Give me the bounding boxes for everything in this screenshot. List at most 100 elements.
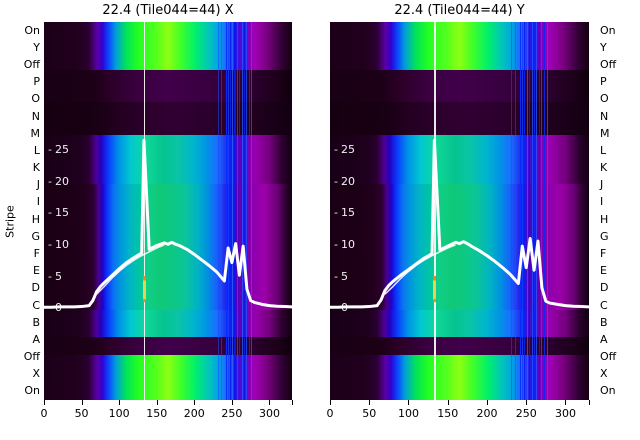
value-tick-label: -20 xyxy=(48,174,69,188)
heatmap-stripe xyxy=(239,22,241,400)
value-tick-label: -5 xyxy=(48,269,62,283)
spike-line xyxy=(434,22,436,400)
heatmap-stripe xyxy=(534,22,536,400)
category-tick-label: N xyxy=(600,109,609,123)
heatmap-stripe xyxy=(230,22,231,400)
value-tick-label: -10 xyxy=(334,237,355,251)
heatmap-stripe xyxy=(520,22,522,400)
category-tick-label: N xyxy=(31,109,40,123)
x-axis-tick xyxy=(408,400,410,405)
x-axis-tick-label: 200 xyxy=(476,407,498,420)
x-axis-tick xyxy=(81,400,83,405)
x-axis-tick xyxy=(44,400,45,405)
x-axis-tick-label: 50 xyxy=(74,407,89,420)
heatmap-stripe xyxy=(248,22,250,400)
category-tick-label: K xyxy=(600,161,608,175)
overlay-trace xyxy=(44,138,292,309)
category-tick-label: P xyxy=(600,75,607,89)
category-tick-label: Off xyxy=(600,350,617,364)
x-axis-tick-label: 100 xyxy=(397,407,419,420)
heatmap-band xyxy=(330,183,589,311)
category-tick-label: On xyxy=(24,384,40,398)
category-axis-left: On Y Off P O N M L K J I H G F E D C B A Off X On xyxy=(0,22,44,400)
x-axis-tick xyxy=(330,400,331,405)
x-axis-tick-label: 300 xyxy=(554,407,576,420)
category-tick-label: A xyxy=(600,332,608,346)
x-axis-tick-label: 250 xyxy=(221,407,243,420)
x-axis-tick xyxy=(447,400,449,405)
heatmap-stripe xyxy=(536,22,538,400)
heatmap-panel-y[interactable]: -25-20-15-10-5-0 xyxy=(330,22,589,400)
heatmap-band xyxy=(44,310,292,338)
heatmap-band xyxy=(330,355,589,400)
category-tick-label: G xyxy=(31,229,40,243)
heatmap-stripe xyxy=(234,22,236,400)
category-tick-label: B xyxy=(32,315,40,329)
heatmap-band xyxy=(330,102,589,136)
x-axis-tick xyxy=(292,400,293,405)
category-tick-label: O xyxy=(600,92,609,106)
category-tick-label: E xyxy=(33,264,40,278)
x-axis-right-panel: 0 50 100 150 200 250 300 xyxy=(327,400,590,440)
category-tick-label: F xyxy=(600,246,607,260)
value-tick-label: -5 xyxy=(334,269,348,283)
x-axis-tick xyxy=(119,400,121,405)
category-tick-label: O xyxy=(31,92,40,106)
category-tick-label: I xyxy=(600,195,604,209)
x-axis-tick xyxy=(486,400,488,405)
heatmap-band xyxy=(44,135,292,185)
category-tick-label: E xyxy=(600,264,607,278)
heatmap-stripe xyxy=(543,22,545,400)
category-tick-label: I xyxy=(36,195,40,209)
heatmap-band xyxy=(44,102,292,136)
x-axis-tick-label: 150 xyxy=(146,407,168,420)
heatmap-stripe xyxy=(541,22,543,400)
x-axis-tick xyxy=(269,400,271,405)
category-tick-label: K xyxy=(32,161,40,175)
category-tick-label: Off xyxy=(23,350,40,364)
x-axis-tick-label: 0 xyxy=(40,407,48,420)
category-tick-label: J xyxy=(36,178,40,192)
overlay-trace xyxy=(330,138,589,309)
heatmap-stripe xyxy=(546,22,548,400)
category-tick-label: D xyxy=(31,281,40,295)
heatmap-stripe xyxy=(236,22,238,400)
category-tick-label: H xyxy=(31,212,40,226)
x-axis-tick xyxy=(156,400,158,405)
heatmap-band xyxy=(330,70,589,103)
category-tick-label: L xyxy=(600,143,607,157)
x-axis-tick xyxy=(194,400,196,405)
x-axis-tick xyxy=(526,400,528,405)
heatmap-stripe xyxy=(217,22,219,400)
category-tick-label: X xyxy=(32,367,40,381)
spike-line xyxy=(143,22,146,400)
value-tick-label: -25 xyxy=(48,142,69,156)
category-tick-label: H xyxy=(600,212,609,226)
heatmap-band xyxy=(330,22,589,71)
category-tick-label: M xyxy=(600,126,610,140)
heatmap-stripe xyxy=(243,22,245,400)
heatmap-stripe xyxy=(226,22,228,400)
category-tick-label: P xyxy=(33,75,40,89)
category-tick-label: X xyxy=(600,367,608,381)
heatmap-stripe xyxy=(514,22,516,400)
category-tick-label: On xyxy=(24,23,40,37)
heatmap-stripe xyxy=(524,22,526,400)
category-tick-label: Y xyxy=(600,40,607,54)
category-tick-label: A xyxy=(32,332,40,346)
heatmap-band xyxy=(44,70,292,103)
category-tick-label: F xyxy=(33,246,40,260)
category-tick-label: B xyxy=(600,315,608,329)
orange-marker xyxy=(433,276,437,303)
x-axis-tick xyxy=(565,400,567,405)
value-tick-label: -15 xyxy=(48,206,69,220)
x-axis-tick xyxy=(231,400,233,405)
heatmap-stripe xyxy=(232,22,234,400)
category-tick-label: D xyxy=(600,281,609,295)
x-axis-tick-label: 100 xyxy=(108,407,130,420)
category-tick-label: On xyxy=(600,23,616,37)
heatmap-panel-x[interactable]: -25-20-15-10-5-0 xyxy=(44,22,292,400)
value-tick-label: -10 xyxy=(48,237,69,251)
panel-title-y: 22.4 (Tile044=44) Y xyxy=(394,3,525,18)
